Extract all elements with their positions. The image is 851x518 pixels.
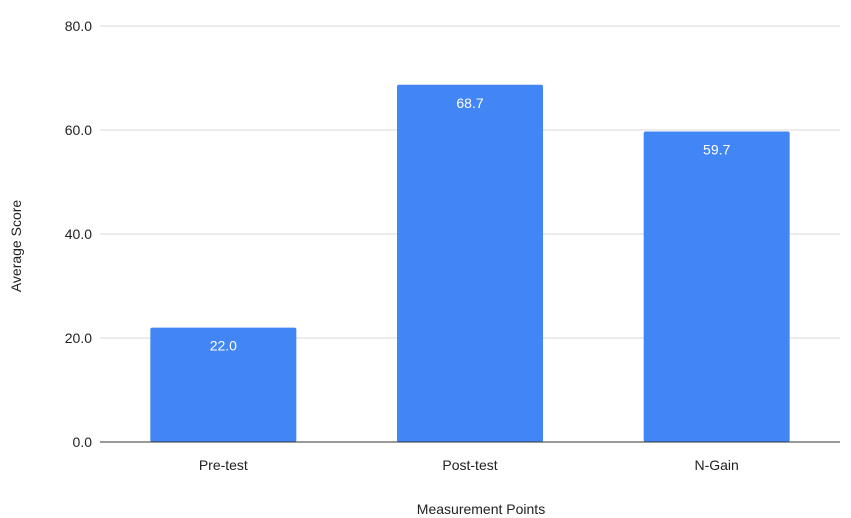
bars: 22.0 68.7 59.7 xyxy=(150,84,790,442)
data-label: 68.7 xyxy=(456,95,483,111)
y-axis-ticks: 0.0 20.0 40.0 60.0 80.0 xyxy=(65,18,92,450)
bar-pre-test[interactable] xyxy=(150,327,297,442)
bar-post-test[interactable] xyxy=(397,84,543,442)
x-tick-label: Post-test xyxy=(442,457,497,473)
y-tick-label: 80.0 xyxy=(65,18,92,34)
bar-n-gain[interactable] xyxy=(643,131,790,442)
y-tick-label: 20.0 xyxy=(65,330,92,346)
y-tick-label: 40.0 xyxy=(65,226,92,242)
x-tick-label: N-Gain xyxy=(694,457,738,473)
y-tick-label: 0.0 xyxy=(73,434,93,450)
x-axis-title: Measurement Points xyxy=(417,501,545,517)
data-label: 22.0 xyxy=(210,338,237,354)
data-label: 59.7 xyxy=(703,142,730,158)
y-axis-title: Average Score xyxy=(8,200,24,293)
y-tick-label: 60.0 xyxy=(65,122,92,138)
x-tick-label: Pre-test xyxy=(199,457,248,473)
x-axis-ticks: Pre-test Post-test N-Gain xyxy=(199,457,739,473)
